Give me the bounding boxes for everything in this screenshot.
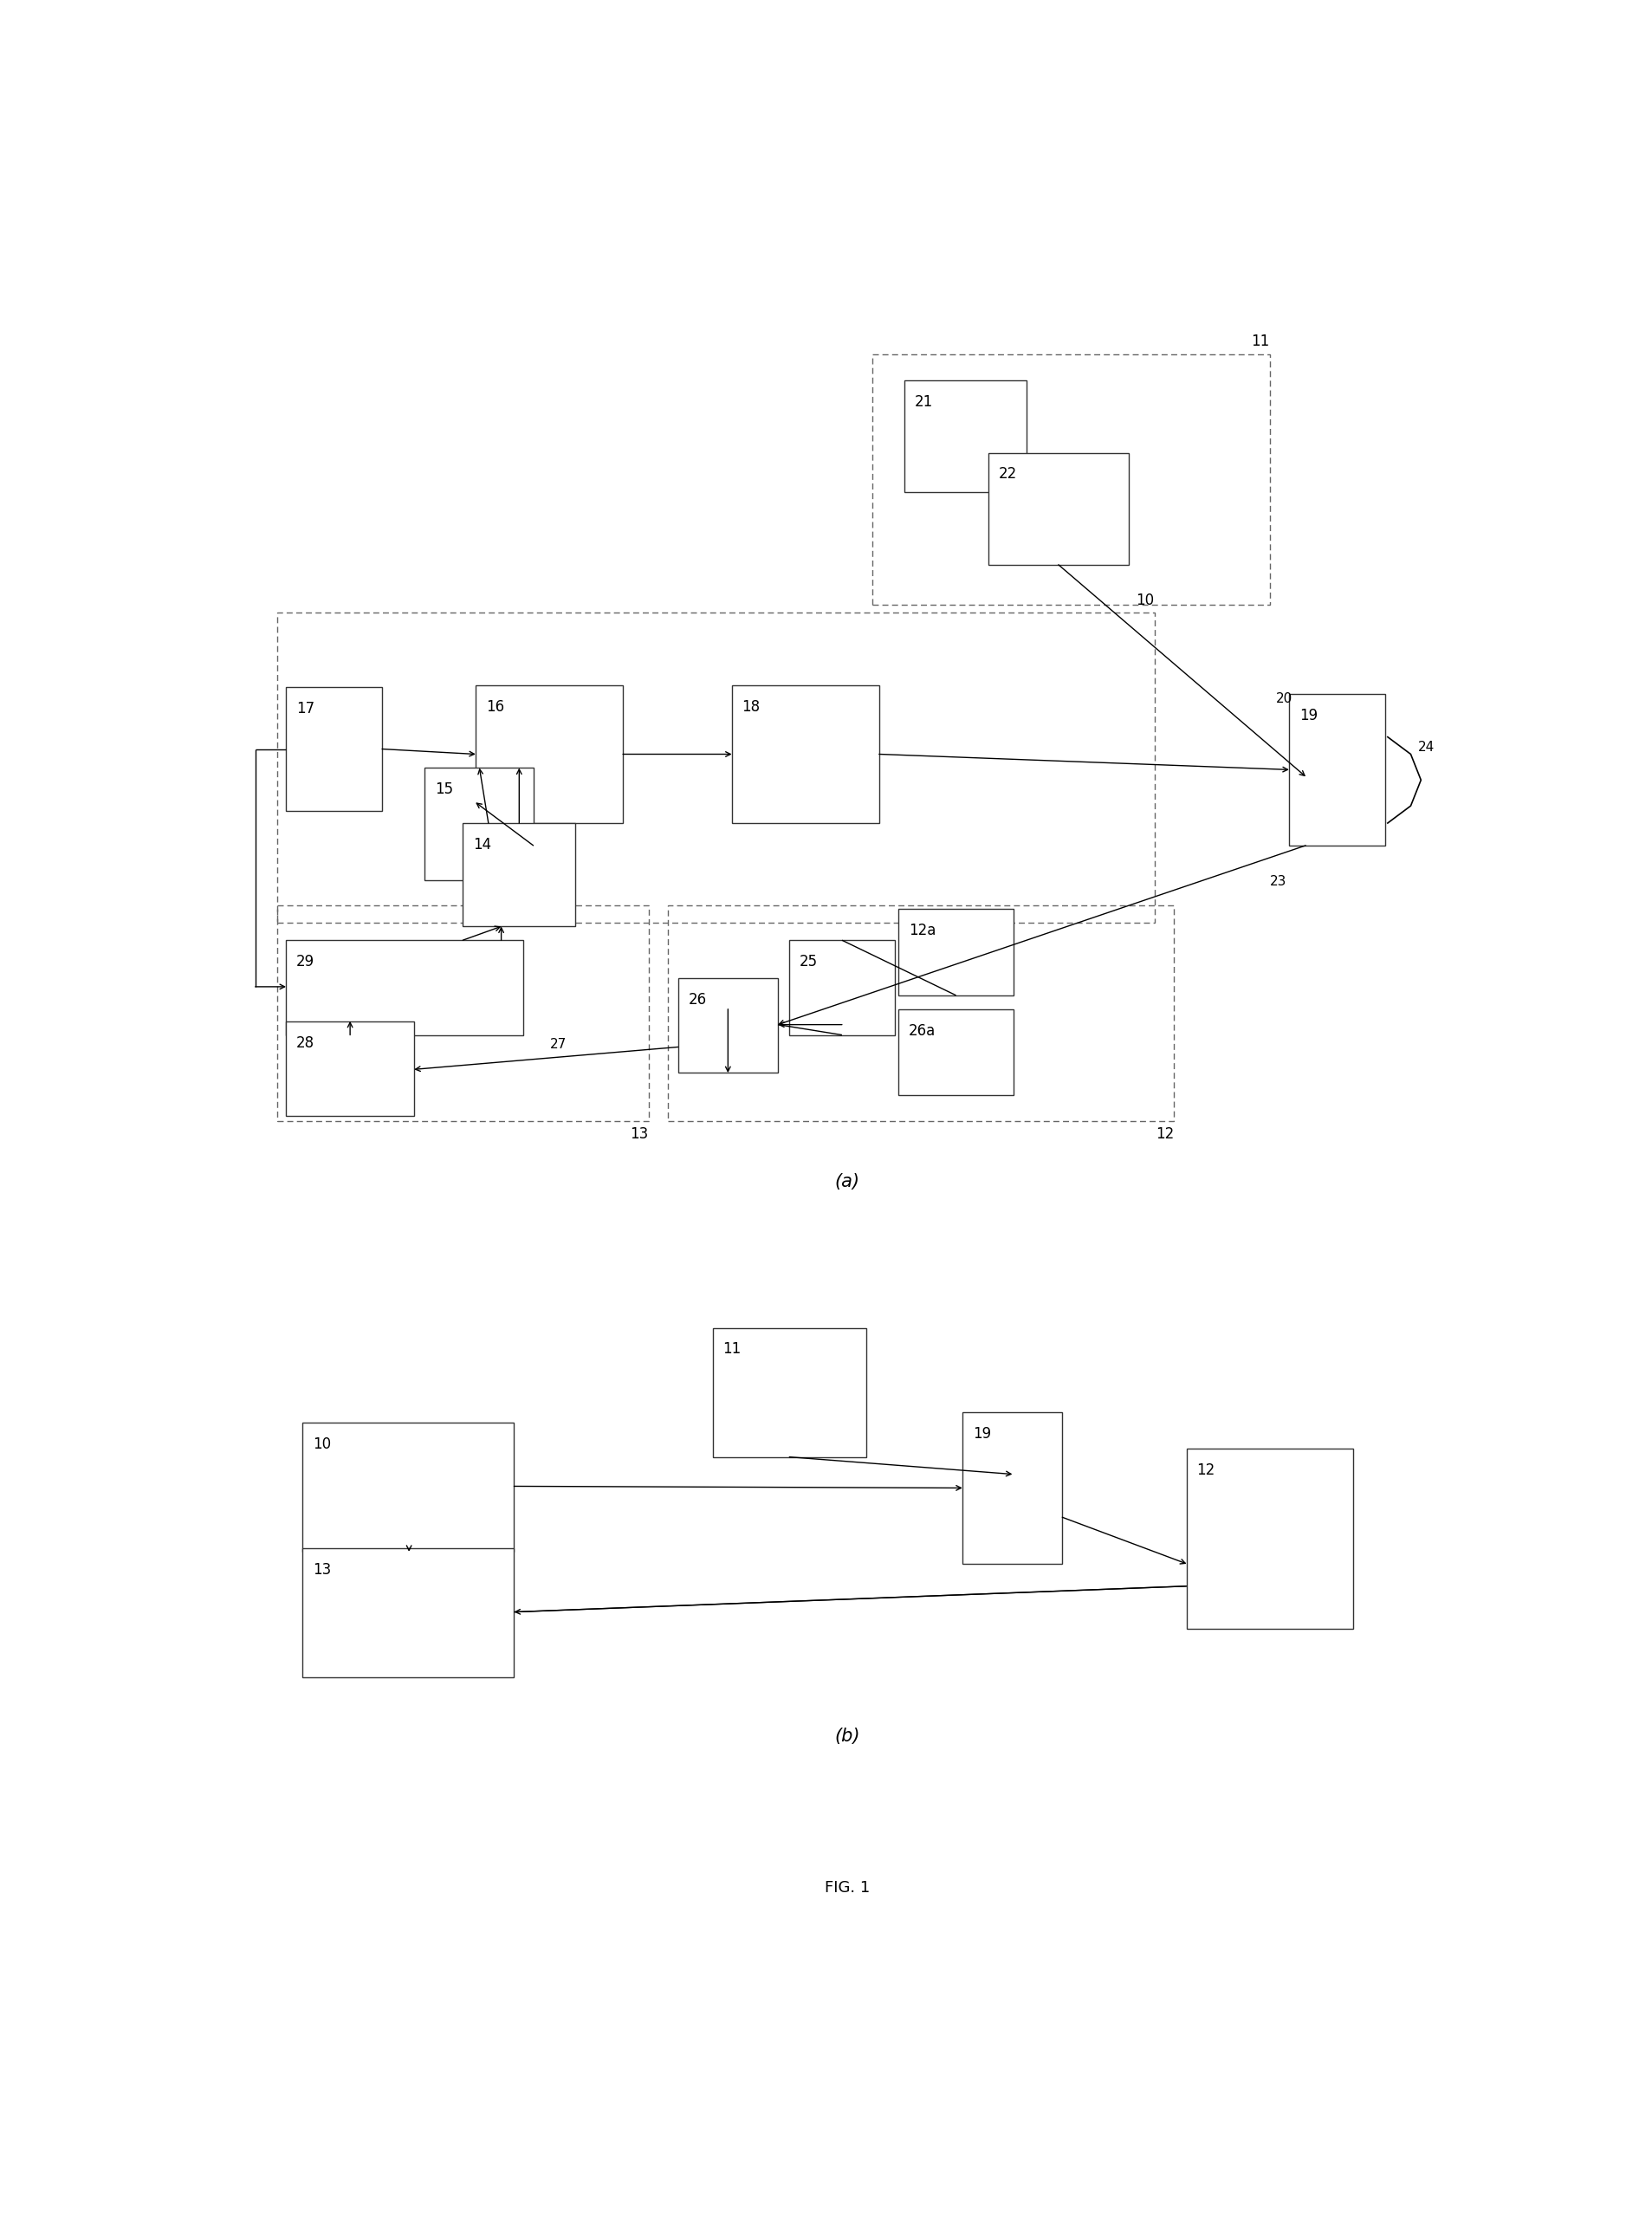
Text: 13: 13 [629, 1125, 648, 1141]
Text: 19: 19 [1298, 707, 1317, 723]
Text: 15: 15 [434, 781, 453, 796]
Text: 14: 14 [472, 837, 491, 852]
Text: 13: 13 [312, 1561, 330, 1577]
Bar [302, 1548, 514, 1678]
Bar [1186, 1447, 1353, 1629]
Text: 16: 16 [486, 698, 504, 714]
Bar [961, 1412, 1062, 1564]
Text: 17: 17 [296, 700, 314, 716]
Bar [463, 823, 575, 926]
Bar [988, 452, 1128, 564]
Text: 12: 12 [1155, 1125, 1173, 1141]
Bar [899, 1009, 1013, 1096]
Bar [667, 906, 1173, 1121]
Text: 11: 11 [1251, 333, 1269, 349]
Bar [286, 940, 522, 1036]
Text: 20: 20 [1275, 691, 1292, 705]
Text: 10: 10 [1135, 593, 1155, 608]
Text: (b): (b) [834, 1727, 859, 1745]
Text: 24: 24 [1417, 740, 1434, 754]
Text: 26a: 26a [909, 1022, 935, 1038]
Text: 25: 25 [800, 953, 818, 969]
Text: 18: 18 [742, 698, 760, 714]
Bar [732, 685, 879, 823]
Text: 22: 22 [998, 468, 1016, 483]
Text: FIG. 1: FIG. 1 [824, 1879, 869, 1895]
Bar [286, 687, 382, 812]
Text: (a): (a) [834, 1172, 859, 1190]
Bar [286, 1020, 415, 1116]
Text: 29: 29 [296, 953, 314, 969]
Bar [1289, 693, 1384, 846]
Text: 26: 26 [687, 991, 705, 1007]
Text: 12: 12 [1196, 1463, 1214, 1479]
Text: 21: 21 [915, 394, 933, 409]
Text: 19: 19 [971, 1425, 991, 1441]
Text: 28: 28 [296, 1036, 314, 1051]
Bar [790, 940, 894, 1036]
Bar [872, 353, 1269, 604]
Bar [425, 767, 534, 879]
Bar [278, 613, 1153, 924]
Bar [904, 380, 1026, 492]
Text: 11: 11 [722, 1342, 740, 1358]
Bar [278, 906, 648, 1121]
Bar [476, 685, 623, 823]
Text: 10: 10 [312, 1436, 330, 1452]
Bar [712, 1329, 866, 1456]
Bar [677, 978, 778, 1074]
Bar [302, 1423, 514, 1552]
Bar [899, 908, 1013, 995]
Text: 27: 27 [550, 1038, 567, 1051]
Text: 23: 23 [1269, 875, 1285, 888]
Text: 12a: 12a [909, 924, 935, 940]
